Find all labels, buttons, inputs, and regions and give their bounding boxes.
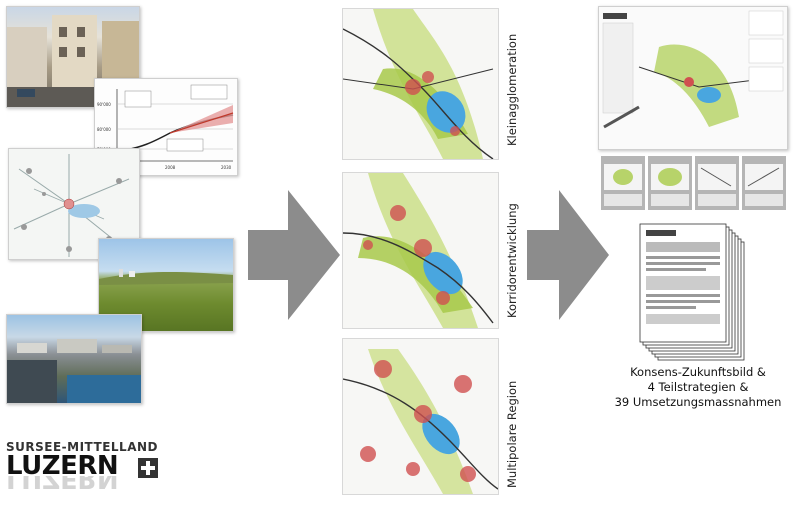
scenario-map-1 (342, 9, 494, 160)
result-line-1: Konsens-Zukunftsbild & (630, 365, 766, 379)
final-plan-map (598, 6, 788, 150)
industrial-illustration (7, 339, 141, 403)
scenario-map-multipolare-region (342, 338, 499, 495)
town-street-illustration (7, 15, 139, 107)
x-tick-3: 2030 (221, 165, 232, 170)
scenario-label-3: Multipolare Region (505, 380, 519, 488)
y-tick-2: 80'000 (97, 127, 111, 132)
industrial-area-photo (6, 314, 142, 404)
sub-strategy-illustration (601, 156, 786, 210)
scenario-map-3 (342, 349, 499, 494)
network-map (13, 154, 130, 257)
logo-title: LUZERN (6, 451, 119, 481)
town-street-photo (6, 6, 140, 108)
arrow-right-icon (248, 190, 340, 320)
sub-strategy-cards (601, 156, 787, 210)
result-line-3: 39 Umsetzungsmassnahmen (614, 395, 782, 409)
measure-documents-stack (638, 220, 752, 365)
scenario-map-2 (342, 173, 494, 328)
document-stack-illustration (639, 223, 745, 361)
final-plan-illustration (602, 10, 784, 129)
x-tick-2: 2008 (165, 165, 176, 170)
result-caption: Konsens-Zukunftsbild & 4 Teilstrategien … (598, 365, 798, 410)
swiss-cross-icon (138, 458, 158, 478)
logo-subtitle: SURSEE-MITTELLAND (6, 440, 158, 454)
y-tick-1: 90'000 (97, 102, 111, 107)
scenario-map-kleinagglomeration (342, 8, 499, 160)
arrow-right-icon-2 (527, 190, 609, 320)
result-line-2: 4 Teilstrategien & (647, 380, 749, 394)
scenario-label-1: Kleinagglomeration (505, 33, 519, 146)
scenario-label-2: Korridorentwicklung (505, 203, 519, 318)
scenario-map-korridorentwicklung (342, 172, 499, 329)
logo-reflection: LUZERN (6, 476, 119, 492)
field-illustration (99, 269, 233, 285)
